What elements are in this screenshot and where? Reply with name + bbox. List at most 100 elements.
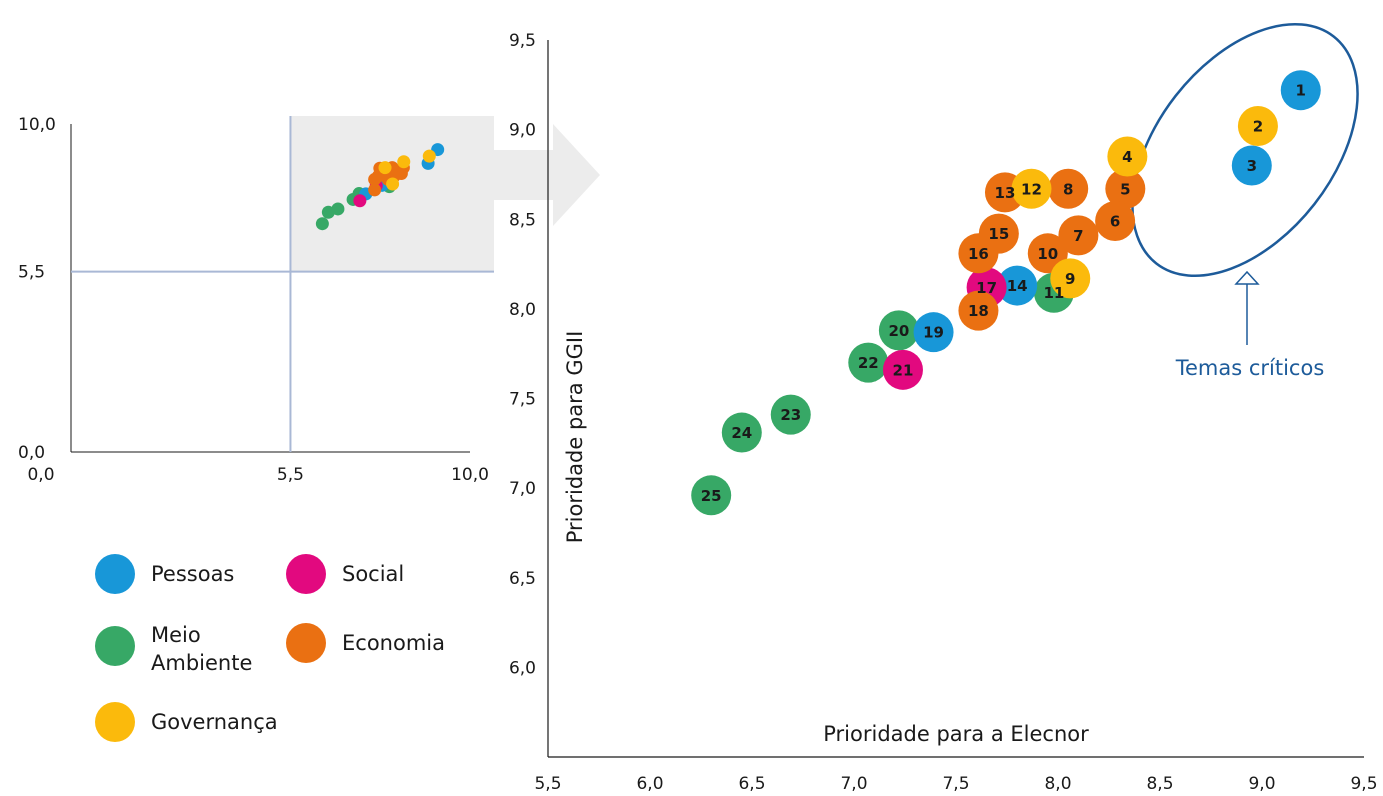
main-x-tick-label: 6,5 xyxy=(738,774,765,794)
data-point-label-9: 9 xyxy=(1065,270,1075,288)
legend-item-governança: Governança xyxy=(95,702,278,742)
data-point-19 xyxy=(913,312,954,353)
main-y-axis-label: Prioridade para GGII xyxy=(563,331,587,544)
data-point-label-5: 5 xyxy=(1120,180,1130,198)
data-point-23 xyxy=(770,394,811,435)
data-point-label-6: 6 xyxy=(1110,213,1120,231)
inset-overview-chart: 0,0 5,5 10,0 0,0 5,5 10,0 xyxy=(18,115,494,485)
legend-swatch xyxy=(286,623,326,663)
data-point-20 xyxy=(878,310,919,351)
inset-data-point-24 xyxy=(321,205,335,219)
main-x-tick-label: 9,5 xyxy=(1350,774,1377,794)
main-y-tick-label: 7,5 xyxy=(509,390,536,410)
data-point-label-24: 24 xyxy=(731,424,752,442)
critical-topics-ellipse xyxy=(1131,23,1359,277)
data-point-7 xyxy=(1058,215,1099,256)
data-point-5 xyxy=(1105,168,1146,209)
zoom-arrow-shape xyxy=(494,124,600,226)
data-point-label-2: 2 xyxy=(1253,118,1263,136)
legend-item-meio-ambiente: Meio Ambiente xyxy=(95,623,252,675)
main-scatter-chart: 5,5 6,0 6,5 7,0 7,5 8,0 8,5 9,0 9,5 6,0 6,5 7,0 7,5 8… xyxy=(509,23,1378,794)
inset-y-tick-label: 0,0 xyxy=(18,443,45,463)
data-point-label-22: 22 xyxy=(858,354,879,372)
data-point-label-10: 10 xyxy=(1037,245,1058,263)
legend-label: Meio xyxy=(151,623,201,647)
inset-data-point-12 xyxy=(378,161,392,175)
zoom-callout-arrow xyxy=(494,124,600,226)
main-x-axis-label: Prioridade para a Elecnor xyxy=(823,722,1089,746)
data-point-label-23: 23 xyxy=(780,406,801,424)
data-point-24 xyxy=(721,412,762,453)
data-point-8 xyxy=(1048,168,1089,209)
inset-highlight-region xyxy=(290,116,494,272)
data-point-label-21: 21 xyxy=(893,361,914,379)
data-point-label-3: 3 xyxy=(1247,157,1257,175)
data-point-9 xyxy=(1050,258,1091,299)
legend-label: Economia xyxy=(342,631,445,655)
annotation-label: Temas críticos xyxy=(1175,356,1325,380)
legend-label: Social xyxy=(342,562,404,586)
inset-x-tick-label: 10,0 xyxy=(451,465,489,485)
data-point-label-13: 13 xyxy=(995,184,1016,202)
legend-item-pessoas: Pessoas xyxy=(95,554,234,594)
legend-item-economia: Economia xyxy=(286,623,445,663)
data-point-22 xyxy=(848,342,889,383)
data-point-label-15: 15 xyxy=(988,225,1009,243)
inset-data-point-18 xyxy=(368,183,382,197)
main-x-tick-label: 9,0 xyxy=(1248,774,1275,794)
main-x-tick-label: 6,0 xyxy=(636,774,663,794)
legend-label: Governança xyxy=(151,710,278,734)
data-point-label-16: 16 xyxy=(968,245,989,263)
legend-swatch xyxy=(95,626,135,666)
legend-swatch xyxy=(286,554,326,594)
data-point-18 xyxy=(958,290,999,331)
main-x-tick-label: 8,0 xyxy=(1044,774,1071,794)
data-point-3 xyxy=(1231,145,1272,186)
data-point-label-20: 20 xyxy=(888,322,909,340)
data-point-25 xyxy=(691,475,732,516)
main-y-tick-label: 8,0 xyxy=(509,300,536,320)
data-point-label-14: 14 xyxy=(1007,277,1028,295)
inset-x-tick-label: 5,5 xyxy=(277,465,304,485)
data-point-label-12: 12 xyxy=(1021,180,1042,198)
data-point-6 xyxy=(1095,201,1136,242)
data-point-label-7: 7 xyxy=(1073,227,1083,245)
main-y-tick-label: 6,0 xyxy=(509,658,536,678)
inset-data-point-21 xyxy=(353,194,367,208)
data-point-label-19: 19 xyxy=(923,324,944,342)
inset-y-tick-label: 10,0 xyxy=(18,115,56,135)
main-y-tick-label: 9,5 xyxy=(509,31,536,51)
main-y-tick-label: 9,0 xyxy=(509,121,536,141)
main-x-tick-label: 5,5 xyxy=(534,774,561,794)
data-point-label-11: 11 xyxy=(1043,284,1064,302)
legend: Pessoas Social Meio Ambiente Economia Governa… xyxy=(95,554,445,742)
data-point-16 xyxy=(958,233,999,274)
data-point-label-4: 4 xyxy=(1122,148,1132,166)
inset-data-point-2 xyxy=(422,149,436,163)
main-x-tick-label: 7,0 xyxy=(840,774,867,794)
data-point-label-8: 8 xyxy=(1063,180,1073,198)
legend-swatch xyxy=(95,702,135,742)
data-point-label-25: 25 xyxy=(701,487,722,505)
inset-origin-tick-label: 0,0 xyxy=(27,465,54,485)
inset-y-tick-label: 5,5 xyxy=(18,263,45,283)
data-point-2 xyxy=(1237,106,1278,147)
data-point-label-18: 18 xyxy=(968,302,989,320)
main-x-tick-label: 7,5 xyxy=(942,774,969,794)
data-point-1 xyxy=(1280,70,1321,111)
legend-swatch xyxy=(95,554,135,594)
main-x-tick-label: 8,5 xyxy=(1146,774,1173,794)
main-y-tick-label: 8,5 xyxy=(509,210,536,230)
data-point-21 xyxy=(882,349,923,390)
legend-label: Ambiente xyxy=(151,651,252,675)
legend-label: Pessoas xyxy=(151,562,234,586)
data-point-label-17: 17 xyxy=(976,279,997,297)
legend-item-social: Social xyxy=(286,554,404,594)
data-point-label-1: 1 xyxy=(1296,82,1306,100)
main-y-tick-label: 7,0 xyxy=(509,479,536,499)
data-point-14 xyxy=(997,265,1038,306)
main-y-tick-label: 6,5 xyxy=(509,569,536,589)
inset-data-point-16 xyxy=(368,172,382,186)
inset-data-point-4 xyxy=(397,155,411,169)
